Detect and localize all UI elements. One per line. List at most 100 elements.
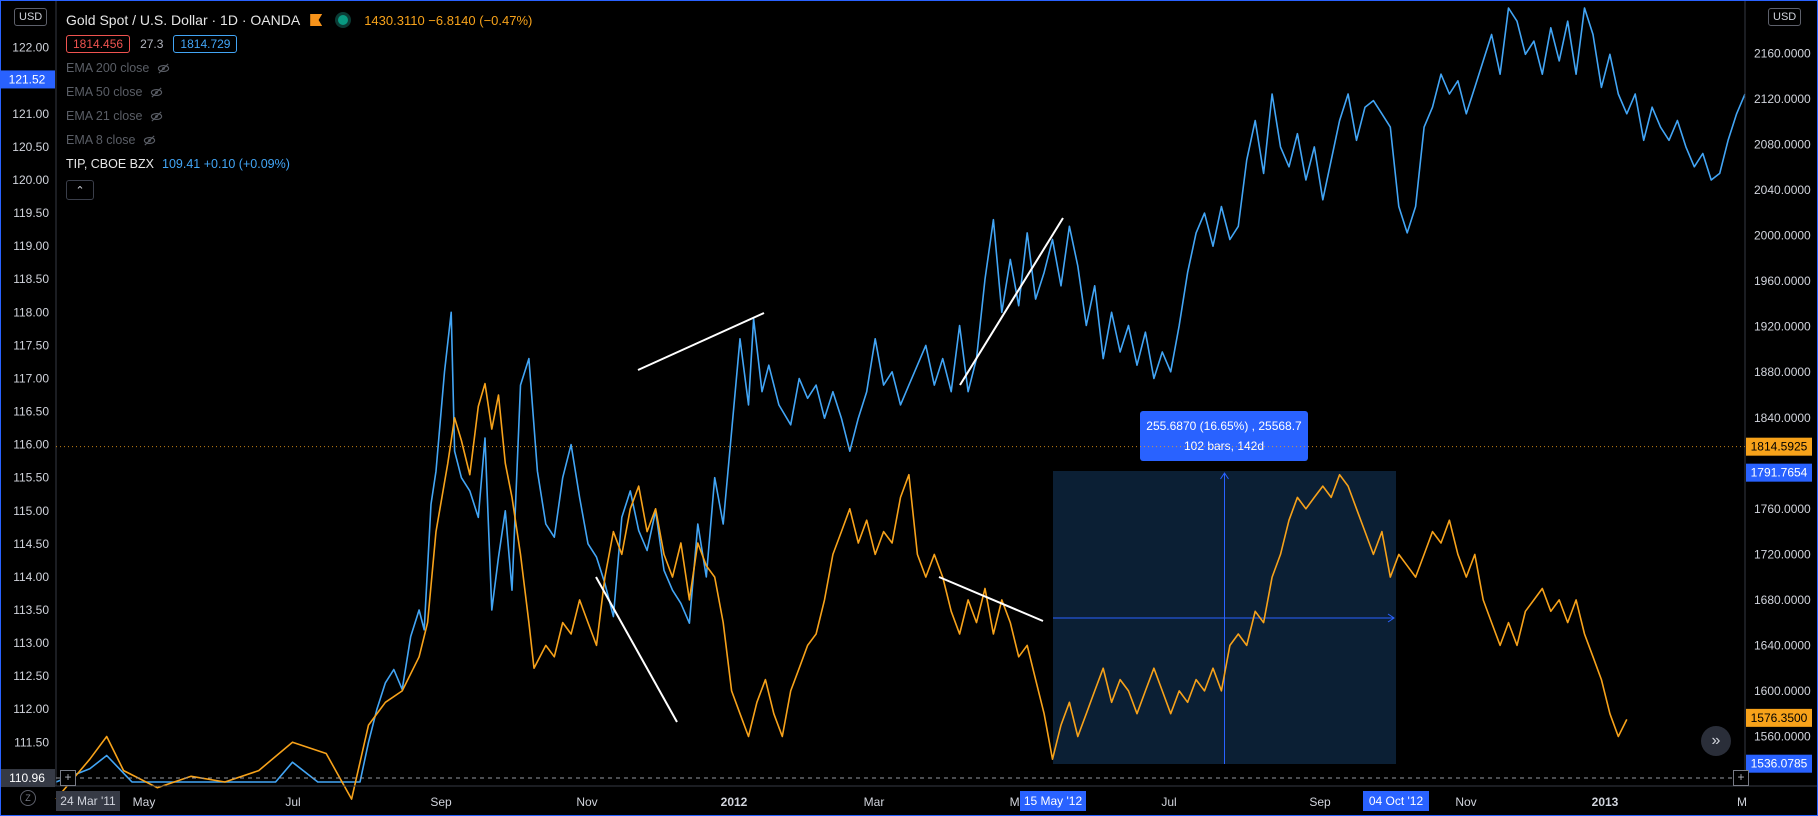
left-axis-tick: 114.50 xyxy=(13,537,49,551)
time-axis-tick: Jul xyxy=(1161,795,1176,809)
right-price-badge xyxy=(1746,754,1812,773)
trendline xyxy=(938,576,1044,622)
time-axis-tick: 2012 xyxy=(721,795,748,809)
indicator-row[interactable]: EMA 50 close xyxy=(66,80,532,104)
measure-arrow-up xyxy=(1220,472,1229,480)
hidden-eye-icon[interactable] xyxy=(157,62,170,75)
spread-value: 27.3 xyxy=(140,37,164,51)
right-axis-tick: 1880.0000 xyxy=(1754,365,1811,379)
right-axis-tick: 1720.0000 xyxy=(1754,547,1811,561)
measure-arrow-right xyxy=(1387,613,1395,623)
start-date-label: 24 Mar '11 xyxy=(60,794,116,808)
left-price-badge xyxy=(0,769,55,788)
symbol-title[interactable]: Gold Spot / U.S. Dollar · 1D · OANDA xyxy=(66,12,301,28)
indicator-row[interactable]: EMA 8 close xyxy=(66,128,532,152)
indicator-label: EMA 21 close xyxy=(66,109,143,123)
indicator-label: EMA 8 close xyxy=(66,133,136,147)
zoom-reset-button[interactable]: Z xyxy=(20,790,36,806)
chevron-up-icon: ⌃ xyxy=(75,184,85,197)
collapse-legend-button[interactable]: ⌃ xyxy=(66,180,94,200)
right-price-badge xyxy=(1746,437,1812,456)
right-axis-tick: 1760.0000 xyxy=(1754,502,1811,516)
time-axis-tick: Nov xyxy=(576,795,597,809)
measure-label-line2: 102 bars, 142d xyxy=(1184,439,1264,453)
left-axis-tick: 118.50 xyxy=(13,272,49,286)
market-status-icon xyxy=(338,15,349,25)
range-start-badge xyxy=(1020,791,1086,811)
symbol-legend-row: Gold Spot / U.S. Dollar · 1D · OANDA 143… xyxy=(66,8,532,32)
time-axis-tick: Sep xyxy=(430,795,452,809)
trendline xyxy=(959,217,1064,386)
right-axis-tick: 1920.0000 xyxy=(1754,320,1811,334)
right-axis-tick: 1600.0000 xyxy=(1754,684,1811,698)
series-group xyxy=(55,7,1746,800)
right-price-badge xyxy=(1746,463,1812,482)
left-axis-tick: 117.50 xyxy=(13,338,49,352)
trendline xyxy=(595,576,678,723)
gold-series-line xyxy=(55,382,1628,800)
right-currency-label[interactable]: USD xyxy=(1768,8,1802,26)
left-axis-tick: 119.00 xyxy=(13,239,49,253)
indicator-row[interactable]: EMA 21 close xyxy=(66,104,532,128)
compare-value: 109.41 +0.10 (+0.09%) xyxy=(162,157,290,171)
left-axis-tick: 112.50 xyxy=(13,669,49,683)
time-axis-tick: May xyxy=(133,795,156,809)
left-axis-tick: 122.00 xyxy=(12,41,49,55)
left-axis-tick: 116.50 xyxy=(13,405,49,419)
left-axis-tick: 116.00 xyxy=(13,438,49,452)
symbol-ohlc: 1430.3110 −6.8140 (−0.47%) xyxy=(364,12,533,28)
left-axis-tick: 114.00 xyxy=(13,570,49,584)
compare-row[interactable]: TIP, CBOE BZX 109.41 +0.10 (+0.09%) xyxy=(66,152,532,176)
right-axis-tick: 1960.0000 xyxy=(1754,274,1811,288)
hidden-eye-icon[interactable] xyxy=(150,86,163,99)
time-axis-tick: Nov xyxy=(1455,795,1476,809)
trendline xyxy=(637,312,765,371)
flag-icon[interactable] xyxy=(310,14,323,26)
right-price-badge-label: 1791.7654 xyxy=(1751,466,1808,480)
right-price-badge-label: 1814.5925 xyxy=(1751,440,1808,454)
measure-label-box xyxy=(1140,411,1308,461)
left-axis-tick: 115.00 xyxy=(13,504,49,518)
right-axis-tick: 1560.0000 xyxy=(1754,729,1811,743)
time-axis-tick: Mar xyxy=(864,795,885,809)
measure-tool[interactable]: 255.6870 (16.65%) , 25568.7 102 bars, 142… xyxy=(1053,411,1396,764)
left-axis-tick: 120.00 xyxy=(12,173,49,187)
tip-series-line xyxy=(55,7,1746,783)
time-axis-tick: Jul xyxy=(285,795,300,809)
hidden-eye-icon[interactable] xyxy=(150,110,163,123)
indicator-label: EMA 200 close xyxy=(66,61,150,75)
ask-price[interactable]: 1814.729 xyxy=(173,35,238,53)
left-axis-tick: 115.50 xyxy=(13,471,49,485)
range-start-label: 15 May '12 xyxy=(1024,794,1083,808)
left-price-badge-label: 110.96 xyxy=(9,771,45,785)
hidden-eye-icon[interactable] xyxy=(143,134,156,147)
trendlines[interactable] xyxy=(595,217,1064,723)
right-axis-tick: 1680.0000 xyxy=(1754,593,1811,607)
start-date-badge xyxy=(56,791,120,811)
left-price-badge xyxy=(0,70,55,89)
bid-ask-row: 1814.456 27.3 1814.729 xyxy=(66,32,532,56)
left-axis-tick: 111.50 xyxy=(14,735,49,749)
add-left-button[interactable]: + xyxy=(60,770,76,786)
left-currency-label[interactable]: USD xyxy=(14,8,48,26)
left-price-badge-label: 121.52 xyxy=(9,72,46,86)
range-end-badge xyxy=(1363,791,1429,811)
indicator-row[interactable]: EMA 200 close xyxy=(66,56,532,80)
right-price-badge-label: 1576.3500 xyxy=(1751,711,1808,725)
scroll-to-realtime-button[interactable]: » xyxy=(1701,726,1731,756)
measure-label-line1: 255.6870 (16.65%) , 25568.7 xyxy=(1146,419,1302,433)
compare-symbol: TIP, CBOE BZX xyxy=(66,157,154,171)
double-chevron-right-icon: » xyxy=(1711,732,1721,749)
time-axis-tick: 2013 xyxy=(1592,795,1619,809)
indicator-label: EMA 50 close xyxy=(66,85,143,99)
legend: Gold Spot / U.S. Dollar · 1D · OANDA 143… xyxy=(66,8,532,200)
left-axis-tick: 119.50 xyxy=(13,206,49,220)
add-right-button[interactable]: + xyxy=(1733,770,1749,786)
bid-price[interactable]: 1814.456 xyxy=(66,35,131,53)
right-axis-tick: 2160.0000 xyxy=(1754,47,1811,61)
left-axis-tick: 112.00 xyxy=(13,702,49,716)
time-axis-tick: Sep xyxy=(1309,795,1331,809)
